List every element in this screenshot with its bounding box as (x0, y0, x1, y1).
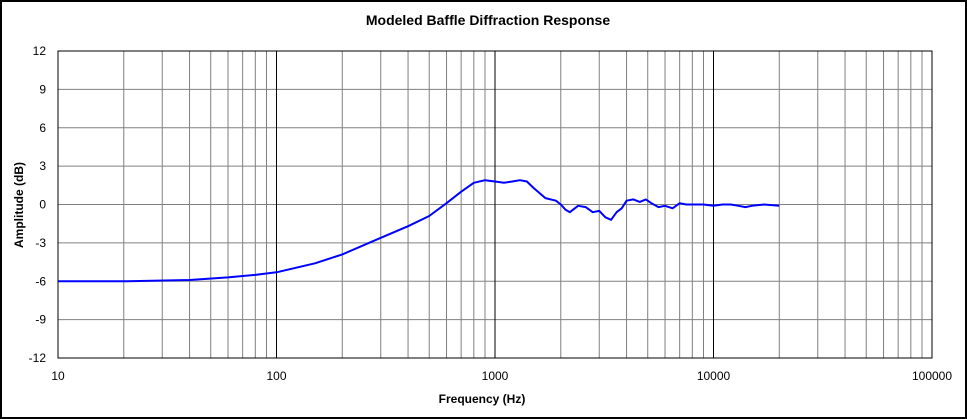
y-tick-label: 12 (33, 44, 47, 58)
y-tick-label: 9 (39, 82, 46, 96)
y-tick-label: -6 (35, 274, 46, 288)
x-tick-label: 10000 (697, 369, 731, 383)
x-axis-label: Frequency (Hz) (439, 392, 526, 406)
chart-title: Modeled Baffle Diffraction Response (366, 12, 610, 28)
y-axis-label: Amplitude (dB) (12, 162, 26, 248)
y-tick-label: -3 (35, 236, 46, 250)
x-tick-label: 10 (51, 369, 65, 383)
x-tick-label: 100 (266, 369, 286, 383)
series-line-response (58, 179, 780, 283)
x-tick-label: 1000 (482, 369, 509, 383)
y-tick-label: 3 (39, 159, 46, 173)
plot-area-border (57, 50, 933, 359)
y-tick-label: -12 (29, 351, 47, 365)
y-tick-labels: 12 9 6 3 0 -3 -6 -9 -12 (29, 44, 47, 365)
y-tick-label: 0 (39, 198, 46, 212)
x-tick-labels: 10 100 1000 10000 100000 (51, 369, 952, 383)
y-tick-label: -9 (35, 313, 46, 327)
y-tick-label: 6 (39, 121, 46, 135)
x-tick-label: 100000 (912, 369, 952, 383)
